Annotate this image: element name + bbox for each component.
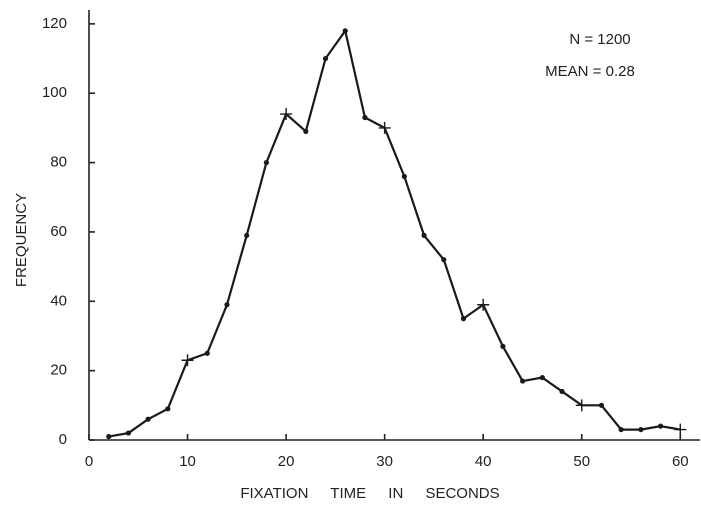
data-point	[401, 173, 407, 180]
x-tick-label: 60	[672, 453, 689, 470]
annotation: MEAN = 0.28	[545, 63, 635, 80]
data-point	[244, 232, 250, 239]
data-point	[106, 433, 112, 440]
x-tick-label: 20	[278, 453, 295, 470]
y-axis-title: FREQUENCY	[13, 193, 30, 287]
y-tick-label: 80	[50, 154, 67, 171]
x-tick-label: 0	[85, 453, 93, 470]
data-point	[224, 302, 230, 308]
data-point	[181, 354, 194, 367]
data-point	[575, 399, 588, 412]
data-point	[378, 121, 391, 134]
data-point	[638, 426, 644, 433]
y-tick-label: 60	[50, 223, 67, 240]
data-point	[145, 416, 151, 422]
data-point	[280, 108, 293, 121]
data-point	[520, 378, 526, 384]
y-tick-label: 0	[59, 431, 67, 448]
y-tick-label: 20	[50, 362, 67, 379]
data-point	[559, 388, 565, 395]
data-point	[362, 114, 368, 121]
data-point	[342, 28, 348, 34]
x-tick-label: 50	[573, 453, 590, 470]
annotation: N = 1200	[569, 31, 630, 48]
x-tick-label: 40	[475, 453, 492, 470]
data-point	[674, 423, 687, 436]
data-point	[657, 423, 664, 429]
data-point	[303, 128, 309, 134]
x-tick-label: 10	[179, 453, 196, 470]
data-point	[618, 426, 624, 433]
data-point	[460, 316, 467, 322]
x-tick-label: 30	[376, 453, 393, 470]
data-point	[539, 374, 545, 381]
data-point	[421, 232, 427, 239]
data-line	[108, 28, 681, 438]
data-point	[322, 55, 329, 62]
y-tick-label: 40	[50, 292, 67, 309]
data-point	[165, 406, 171, 412]
data-point	[263, 159, 269, 166]
y-tick-label: 100	[42, 84, 67, 101]
data-point	[204, 350, 210, 356]
data-point	[477, 298, 490, 311]
y-tick-label: 120	[42, 15, 67, 32]
data-point	[598, 402, 605, 408]
data-point	[125, 430, 132, 436]
data-point	[500, 343, 506, 349]
x-axis-title: FIXATION TIME IN SECONDS	[240, 485, 499, 502]
data-point	[441, 257, 447, 263]
